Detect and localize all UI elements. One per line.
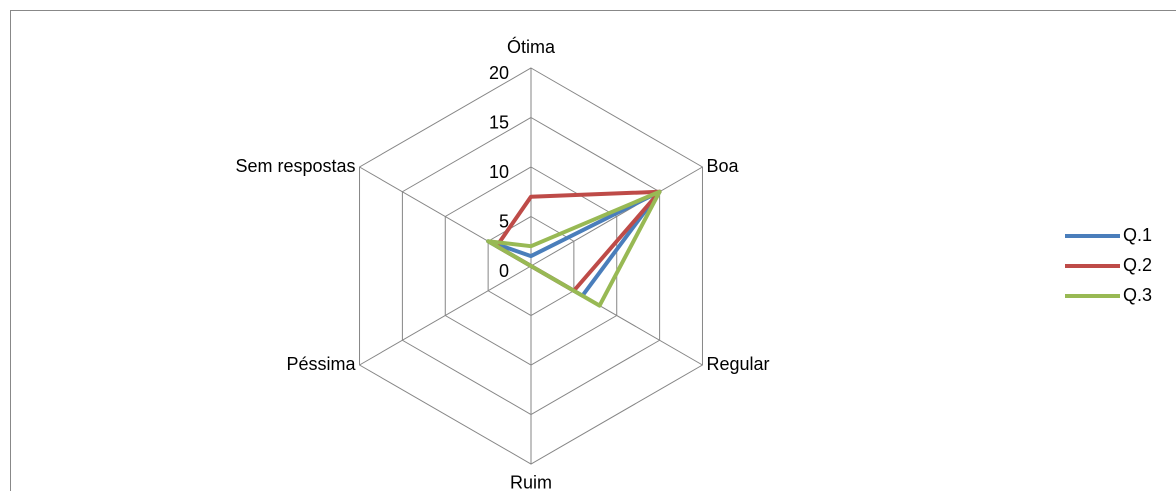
chart-frame xyxy=(10,10,1176,491)
r-tick-label: 20 xyxy=(489,63,509,83)
r-tick-label: 15 xyxy=(489,112,509,132)
category-label: Sem respostas xyxy=(235,156,355,176)
r-tick-label: 5 xyxy=(499,211,509,231)
legend-label: Q.3 xyxy=(1123,285,1152,305)
spoke xyxy=(359,265,532,366)
legend-label: Q.2 xyxy=(1123,255,1152,275)
r-tick-label: 10 xyxy=(489,162,509,182)
spoke xyxy=(530,166,703,267)
series-line xyxy=(486,189,662,308)
legend-label: Q.1 xyxy=(1123,225,1152,245)
category-label: Ruim xyxy=(510,473,552,491)
category-label: Boa xyxy=(706,156,739,176)
category-label: Péssima xyxy=(286,354,356,374)
category-label: Regular xyxy=(706,354,769,374)
r-tick-label: 0 xyxy=(499,261,509,281)
category-label: Ótima xyxy=(507,36,556,57)
